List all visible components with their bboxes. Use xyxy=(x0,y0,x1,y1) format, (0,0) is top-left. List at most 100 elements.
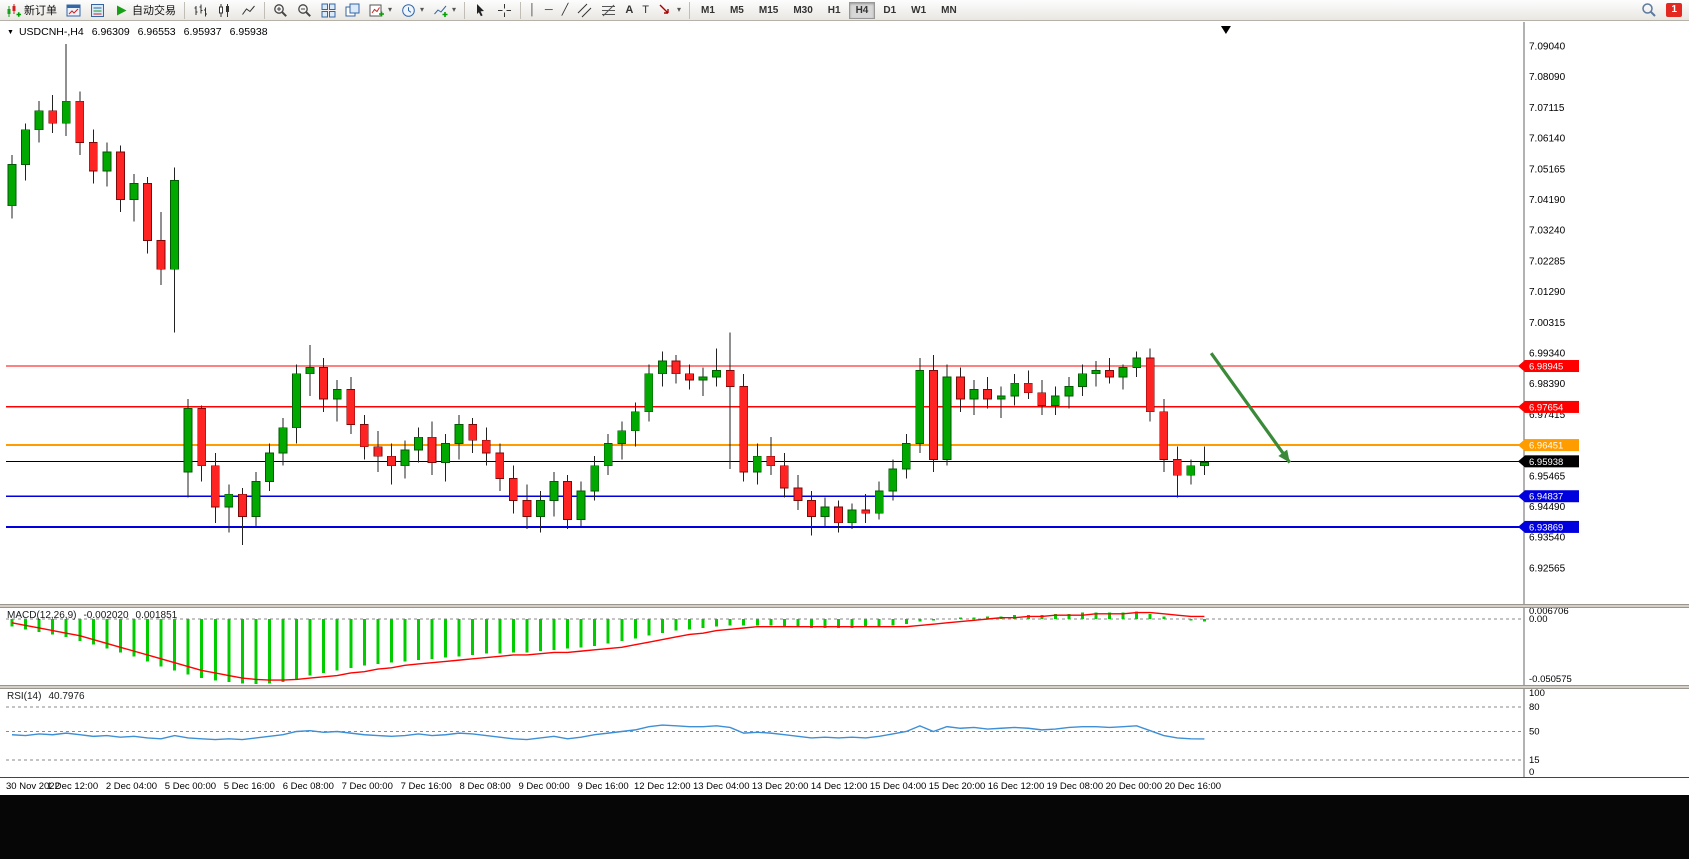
time-label: 20 Dec 16:00 xyxy=(1164,781,1222,792)
chart-window-button[interactable] xyxy=(62,1,85,20)
time-label: 15 Dec 04:00 xyxy=(869,781,927,792)
svg-text:7.02285: 7.02285 xyxy=(1529,256,1566,267)
notification-badge[interactable]: 1 xyxy=(1666,3,1682,17)
cursor-tool-button[interactable] xyxy=(469,1,492,20)
crosshair-tool-button[interactable] xyxy=(493,1,516,20)
svg-text:0.00: 0.00 xyxy=(1529,614,1548,625)
rsi-canvas[interactable]: 100 80 50 150 xyxy=(0,688,1689,778)
svg-text:50: 50 xyxy=(1529,727,1540,738)
horizontal-line-tool-button[interactable]: ─ xyxy=(541,1,557,20)
svg-text:6.96451: 6.96451 xyxy=(1529,441,1563,452)
timeframe-h1-button[interactable]: H1 xyxy=(821,2,848,19)
fibonacci-tool-button[interactable] xyxy=(597,1,620,20)
svg-text:7.08090: 7.08090 xyxy=(1529,72,1566,83)
time-label: 6 Dec 08:00 xyxy=(282,781,334,792)
time-label: 1 Dec 12:00 xyxy=(46,781,99,792)
rsi-label: RSI(14) xyxy=(7,691,42,702)
svg-text:7.09040: 7.09040 xyxy=(1529,42,1566,53)
indicators-menu-button[interactable]: ▾ xyxy=(429,1,460,20)
rsi-value: 40.7976 xyxy=(48,691,85,702)
svg-text:7.03240: 7.03240 xyxy=(1529,226,1566,237)
play-icon xyxy=(117,5,127,15)
candlestick-icon xyxy=(219,3,229,17)
timeframe-w1-button[interactable]: W1 xyxy=(904,2,933,19)
timeframe-m5-button[interactable]: M5 xyxy=(723,2,751,19)
main-chart-canvas[interactable]: 7.09040 7.08090 7.07115 7.06140 7.05165 7.041… xyxy=(0,22,1689,604)
panel-divider[interactable] xyxy=(0,604,1689,608)
time-label: 5 Dec 00:00 xyxy=(164,781,217,792)
timeframe-m1-button[interactable]: M1 xyxy=(694,2,722,19)
channel-tool-button[interactable] xyxy=(573,1,596,20)
ohlc-bars-button[interactable] xyxy=(189,1,212,20)
zoom-in-button[interactable] xyxy=(269,1,292,20)
cascade-windows-button[interactable] xyxy=(341,1,364,20)
arrows-menu-button[interactable]: ▾ xyxy=(654,1,685,20)
cursor-icon xyxy=(477,3,485,16)
toolbar-separator xyxy=(464,1,466,19)
chart-title: ▼ USDCNH-,H4 6.96309 6.96553 6.95937 6.9… xyxy=(7,26,268,38)
svg-text:100: 100 xyxy=(1529,689,1545,699)
channel-icon xyxy=(577,3,592,17)
vertical-line-tool-button[interactable]: │ xyxy=(525,1,540,20)
period-menu-button[interactable]: ▾ xyxy=(397,1,428,20)
svg-text:7.07115: 7.07115 xyxy=(1529,103,1565,114)
search-button[interactable] xyxy=(1637,1,1661,20)
time-label: 7 Dec 00:00 xyxy=(341,781,393,792)
trendline-icon: ╱ xyxy=(561,3,569,16)
chart-dropdown-icon[interactable]: ▼ xyxy=(7,28,14,36)
svg-text:6.95938: 6.95938 xyxy=(1529,457,1563,468)
macd-panel: MACD(12,26,9) -0.002020 0.001851 0.00670… xyxy=(0,606,1689,685)
time-label: 13 Dec 20:00 xyxy=(751,781,809,792)
new-order-button[interactable]: 新订单 xyxy=(2,1,61,20)
toolbar-separator xyxy=(689,1,691,19)
svg-text:6.94490: 6.94490 xyxy=(1529,502,1566,513)
time-label: 14 Dec 12:00 xyxy=(810,781,868,792)
market-watch-button[interactable] xyxy=(86,1,109,20)
svg-text:0.006706: 0.006706 xyxy=(1529,608,1569,617)
rsi-panel: RSI(14) 40.7976 100 80 50 15 0 xyxy=(0,688,1689,778)
time-label: 9 Dec 16:00 xyxy=(577,781,629,792)
zoom-out-button[interactable] xyxy=(293,1,316,20)
timeframe-mn-button[interactable]: MN xyxy=(934,2,964,19)
fibonacci-icon xyxy=(602,4,616,16)
line-chart-button[interactable] xyxy=(237,1,260,20)
time-label: 15 Dec 20:00 xyxy=(928,781,986,792)
ohlc-open: 6.96309 xyxy=(91,26,130,38)
rsi-title: RSI(14) 40.7976 xyxy=(7,691,85,702)
timeframe-d1-button[interactable]: D1 xyxy=(876,2,903,19)
new-chart-button[interactable]: ▾ xyxy=(365,1,396,20)
auto-trading-button[interactable]: 自动交易 xyxy=(110,1,180,20)
tile-windows-icon xyxy=(321,3,336,17)
macd-value-signal: 0.001851 xyxy=(135,610,178,621)
bottom-strip xyxy=(0,795,1689,859)
time-label: 16 Dec 12:00 xyxy=(987,781,1045,792)
new-order-icon xyxy=(7,3,21,17)
arrow-tool-icon xyxy=(659,4,669,14)
svg-text:6.92565: 6.92565 xyxy=(1529,563,1566,574)
panel-divider[interactable] xyxy=(0,685,1689,689)
trendline-tool-button[interactable]: ╱ xyxy=(558,1,573,20)
macd-label: MACD(12,26,9) xyxy=(7,610,77,621)
search-icon xyxy=(1642,3,1657,17)
svg-text:15: 15 xyxy=(1529,755,1540,766)
time-label: 8 Dec 08:00 xyxy=(459,781,511,792)
svg-text:6.99340: 6.99340 xyxy=(1529,349,1566,360)
svg-text:6.93869: 6.93869 xyxy=(1529,522,1563,533)
indicators-icon xyxy=(434,5,448,17)
candlestick-chart-button[interactable] xyxy=(213,1,236,20)
time-axis[interactable]: 30 Nov 2022 1 Dec 12:00 2 Dec 04:00 5 Dec 0… xyxy=(0,777,1689,795)
text-tool-button[interactable]: A xyxy=(621,1,637,20)
timeframe-h4-button[interactable]: H4 xyxy=(848,1,876,19)
svg-text:6.97654: 6.97654 xyxy=(1529,402,1563,413)
svg-text:-0.050575: -0.050575 xyxy=(1529,674,1572,685)
label-tool-button[interactable]: T xyxy=(638,1,653,20)
toolbar-separator xyxy=(184,1,185,19)
svg-text:6.94837: 6.94837 xyxy=(1529,492,1563,503)
label-icon: T xyxy=(642,3,650,16)
time-label: 30 Nov 2022 xyxy=(6,781,60,792)
timeframe-m15-button[interactable]: M15 xyxy=(752,2,785,19)
timeframe-m30-button[interactable]: M30 xyxy=(786,2,819,19)
tile-windows-button[interactable] xyxy=(317,1,340,20)
toolbar-separator xyxy=(520,1,522,19)
